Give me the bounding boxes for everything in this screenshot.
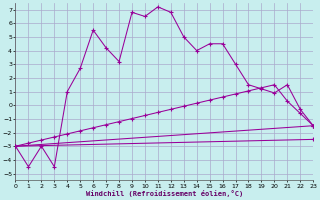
X-axis label: Windchill (Refroidissement éolien,°C): Windchill (Refroidissement éolien,°C) bbox=[86, 190, 243, 197]
